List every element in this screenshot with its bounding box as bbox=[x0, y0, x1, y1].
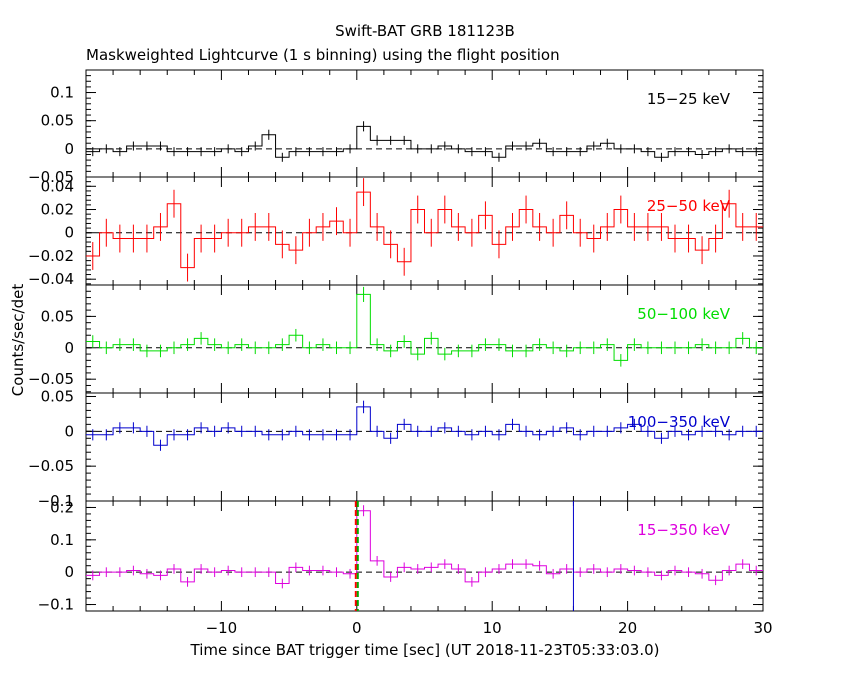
x-tick-label: 30 bbox=[753, 619, 772, 637]
y-tick-label: 0.05 bbox=[41, 387, 74, 405]
y-tick-label: −0.02 bbox=[28, 247, 74, 265]
y-tick-label: 0.2 bbox=[50, 498, 74, 516]
y-tick-label: −0.04 bbox=[28, 270, 74, 288]
panel-15-350-kev: −0.1 0 0.1 0.2 15−350 keV bbox=[38, 498, 764, 614]
y-tick-label: 0.05 bbox=[41, 307, 74, 325]
y-tick-label: 0 bbox=[64, 140, 74, 158]
series-step-line bbox=[86, 191, 763, 269]
panels-group: −0.05 0 0.05 0.1 15−25 keV −0.04 −0.02 0 0.02 0.0… bbox=[28, 69, 764, 614]
band-label: 50−100 keV bbox=[637, 305, 730, 323]
series-step-line bbox=[86, 510, 763, 584]
y-tick-label: 0.04 bbox=[41, 177, 74, 195]
x-axis-label: Time since BAT trigger time [sec] (UT 20… bbox=[190, 641, 660, 659]
x-tick-label: 20 bbox=[618, 619, 637, 637]
x-tick-label: 10 bbox=[483, 619, 502, 637]
y-tick-label: 0 bbox=[64, 339, 74, 357]
y-tick-label: 0.05 bbox=[41, 112, 74, 130]
x-tick-label: 0 bbox=[352, 619, 362, 637]
panel-frame bbox=[85, 500, 764, 612]
y-tick-label: 0 bbox=[64, 422, 74, 440]
band-label: 100−350 keV bbox=[628, 413, 731, 431]
chart-title: Swift-BAT GRB 181123B bbox=[335, 22, 515, 40]
panel-15-25-kev: −0.05 0 0.05 0.1 15−25 keV bbox=[28, 69, 764, 186]
y-tick-label: −0.1 bbox=[38, 596, 74, 614]
band-label: 15−350 keV bbox=[637, 521, 730, 539]
x-tick-label: −10 bbox=[206, 619, 238, 637]
y-tick-label: 0.1 bbox=[50, 531, 74, 549]
y-tick-label: 0 bbox=[64, 563, 74, 581]
band-label: 25−50 keV bbox=[647, 197, 731, 215]
panel-100-350-kev: −0.1 −0.05 0 0.05 100−350 keV bbox=[28, 387, 764, 510]
y-tick-label: 0 bbox=[64, 224, 74, 242]
chart-subtitle: Maskweighted Lightcurve (1 s binning) us… bbox=[86, 46, 560, 64]
y-tick-label: 0.1 bbox=[50, 84, 74, 102]
y-tick-label: −0.05 bbox=[28, 370, 74, 388]
panel-50-100-kev: −0.05 0 0.05 50−100 keV bbox=[28, 284, 764, 394]
y-tick-label: −0.05 bbox=[28, 168, 74, 186]
panel-25-50-kev: −0.04 −0.02 0 0.02 0.04 25−50 keV bbox=[28, 176, 764, 288]
band-label: 15−25 keV bbox=[647, 90, 731, 108]
trigger-markers bbox=[354, 501, 574, 611]
x-axis: −10 0 10 20 30 bbox=[206, 619, 773, 637]
y-tick-label: −0.1 bbox=[38, 492, 74, 510]
y-tick-label: 0.02 bbox=[41, 201, 74, 219]
panel-frame bbox=[85, 392, 764, 502]
y-axis-label: Counts/sec/det bbox=[9, 284, 27, 397]
y-tick-label: −0.05 bbox=[28, 457, 74, 475]
